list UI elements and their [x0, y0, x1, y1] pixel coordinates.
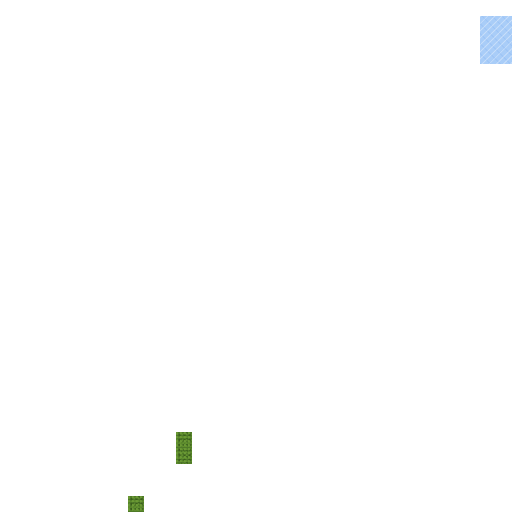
- grass-tile: [128, 496, 144, 512]
- water-tile: [480, 16, 512, 64]
- grass-tile: [176, 432, 192, 464]
